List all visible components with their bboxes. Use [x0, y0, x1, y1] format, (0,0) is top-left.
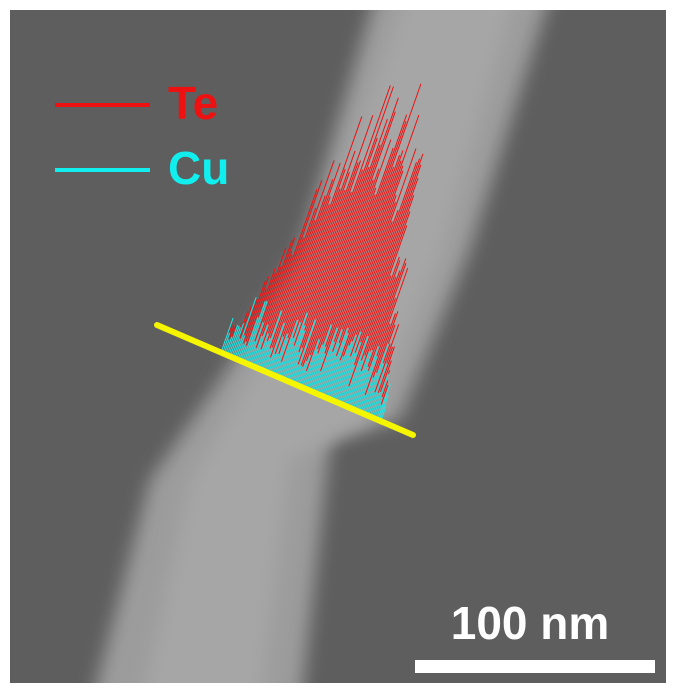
micrograph: Te Cu 100 nm — [0, 0, 676, 693]
legend-label: Te — [168, 77, 218, 129]
scale-bar — [415, 660, 655, 673]
legend-label: Cu — [168, 142, 229, 194]
scale-bar-label: 100 nm — [451, 597, 610, 649]
